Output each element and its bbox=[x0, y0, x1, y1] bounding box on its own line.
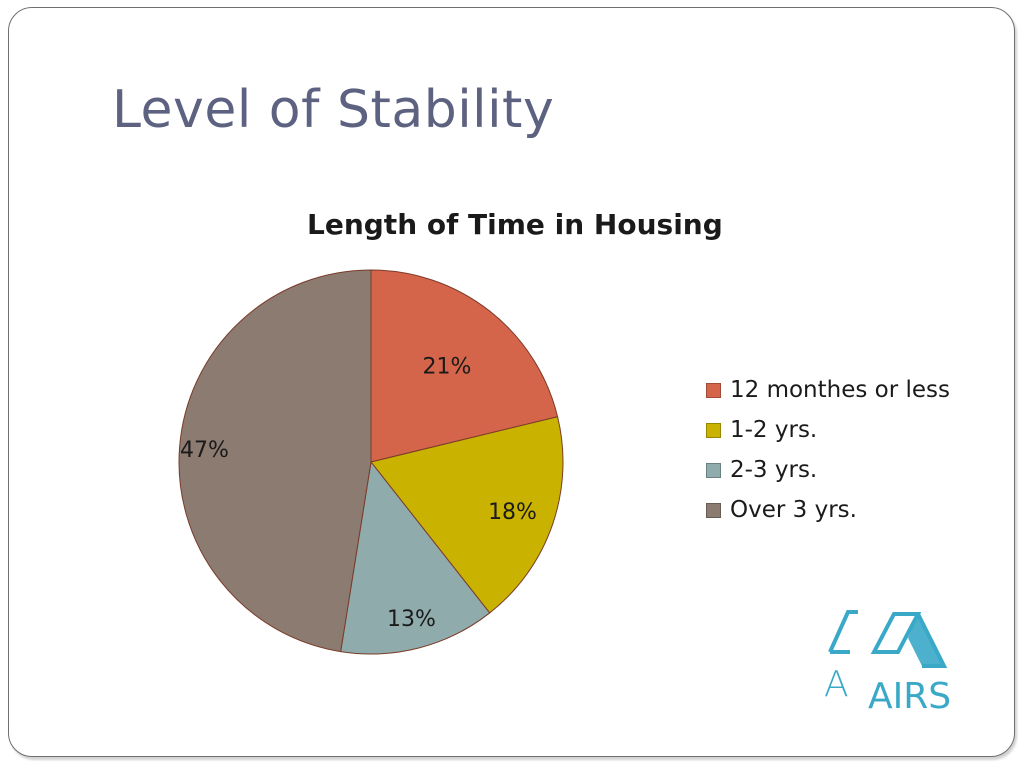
pie-slice bbox=[370, 269, 559, 463]
pie-slice bbox=[370, 416, 564, 614]
pie-slice bbox=[178, 269, 372, 653]
svg-text:A: A bbox=[824, 664, 849, 705]
slide-title: Level of Stability bbox=[112, 80, 555, 140]
legend-swatch bbox=[706, 382, 721, 398]
legend-label: 12 monthes or less bbox=[730, 377, 951, 403]
slice-label: 47% bbox=[180, 438, 229, 463]
legend-label: 2-3 yrs. bbox=[730, 457, 818, 483]
legend-label: 1-2 yrs. bbox=[730, 417, 818, 443]
legend-label: Over 3 yrs. bbox=[730, 497, 857, 523]
legend-item: Over 3 yrs. bbox=[706, 490, 950, 530]
slice-label: 13% bbox=[387, 607, 436, 632]
legend-swatch bbox=[706, 462, 721, 478]
slice-label: 21% bbox=[423, 354, 472, 379]
chart-legend: 12 monthes or less 1-2 yrs. 2-3 yrs. Ove… bbox=[706, 370, 950, 530]
pie-slice bbox=[340, 460, 491, 655]
airs-logo-icon: A AIRS bbox=[824, 610, 951, 714]
chart-title: Length of Time in Housing bbox=[307, 208, 723, 241]
legend-item: 2-3 yrs. bbox=[706, 450, 950, 490]
logo-text: AIRS bbox=[868, 676, 951, 714]
legend-item: 1-2 yrs. bbox=[706, 410, 950, 450]
legend-swatch bbox=[706, 502, 721, 518]
legend-swatch bbox=[706, 422, 721, 438]
legend-item: 12 monthes or less bbox=[706, 370, 950, 410]
slice-label: 18% bbox=[488, 500, 537, 525]
